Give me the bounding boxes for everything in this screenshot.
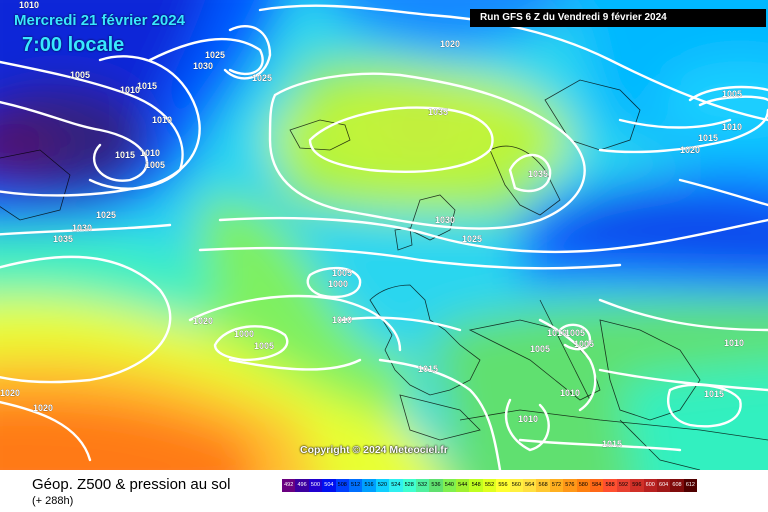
isobar-label: 1020 [33,403,53,413]
forecast-date: Mercredi 21 février 2024 [14,12,185,29]
legend-swatch: 492 [282,479,296,492]
isobar-label: 1035 [53,234,73,244]
legend-swatch: 520 [375,479,390,492]
legend-swatch: 496 [295,479,309,492]
legend-swatch: 516 [362,479,376,492]
isobar-label: 1035 [428,107,448,117]
isobar-label: 1025 [96,210,116,220]
run-info: Run GFS 6 Z du Vendredi 9 février 2024 [470,9,766,27]
pressure-chart: 1010 1005 1015 1010 1015 1010 1005 1025 … [0,0,768,470]
legend-swatch: 548 [469,479,483,492]
legend-swatch: 556 [496,479,510,492]
legend-swatch: 552 [482,479,497,492]
legend-swatch: 528 [402,479,416,492]
legend-swatch: 596 [630,479,644,492]
legend-swatch: 560 [509,479,524,492]
legend-swatch: 564 [523,479,537,492]
legend-swatch: 576 [563,479,577,492]
legend-swatch: 540 [442,479,457,492]
legend-swatch: 524 [389,479,403,492]
legend-swatch: 572 [549,479,564,492]
isobar-label: 1020 [680,145,700,155]
legend-swatch: 512 [348,479,363,492]
legend-swatch: 504 [322,479,336,492]
legend-swatch: 544 [456,479,470,492]
color-scale-legend: 492 496 500 504 508 512 516 520 524 528 532 536 540 5… [282,479,698,492]
isobar-label: 1010 [724,338,744,348]
legend-swatch: 612 [683,479,698,492]
legend-swatch: 508 [335,479,349,492]
legend-swatch: 568 [536,479,550,492]
coastlines [0,79,768,470]
legend-swatch: 608 [670,479,684,492]
isobar-label: 1015 [137,81,157,91]
isobar-label: 1005 [70,70,90,80]
legend-swatch: 592 [616,479,631,492]
isobar-label: 1020 [193,316,213,326]
copyright: Copyright © 2024 Meteociel.fr [300,444,448,456]
legend-swatch: 604 [656,479,671,492]
isobar-label: 1005 [254,341,274,351]
legend-swatch: 532 [415,479,430,492]
isobar-label: 1015 [418,364,438,374]
isobar-label: 1015 [115,150,135,160]
isobar-label: 1005 [722,89,742,99]
geopotential-field [0,0,768,470]
isobar-label: 1030 [435,215,455,225]
isobar-label: 1025 [462,234,482,244]
isobar-label: 1015 [698,133,718,143]
isobar-label: 1015 [602,439,622,449]
isobar-label: 1010 [332,315,352,325]
isobar-label: 1010 [547,328,567,338]
isobar-label: 1010 [152,115,172,125]
isobar-label: 1005 [145,160,165,170]
isobar-label: 1010 [19,0,39,10]
isobar-label: 1005 [565,328,585,338]
isobar-label: 1010 [120,85,140,95]
isobar-labels: 1010 1005 1015 1010 1015 1010 1005 1025 … [0,0,744,449]
isobar-label: 1035 [528,169,548,179]
legend-swatch: 580 [576,479,590,492]
footer: Géop. Z500 & pression au sol (+ 288h) 49… [0,470,768,512]
isobar-label: 1000 [234,329,254,339]
isobar-label: 1020 [440,39,460,49]
isobar-label: 1010 [140,148,160,158]
isobar-label: 1020 [0,388,20,398]
isobar-label: 1000 [328,279,348,289]
forecast-offset: (+ 288h) [32,495,74,507]
isobar-label: 1015 [704,389,724,399]
isobar-label: 1005 [530,344,550,354]
isobar-label: 1010 [722,122,742,132]
isobars [0,4,768,470]
isobar-label: 1010 [560,388,580,398]
chart-title: Géop. Z500 & pression au sol [32,476,231,493]
isobar-label: 1005 [332,268,352,278]
legend-swatch: 500 [308,479,323,492]
isobar-label: 1030 [72,223,92,233]
forecast-time: 7:00 locale [22,34,125,56]
legend-swatch: 584 [589,479,604,492]
isobar-label: 1010 [518,414,538,424]
isobar-label: 1030 [193,61,213,71]
legend-swatch: 536 [429,479,443,492]
weather-map: 1010 1005 1015 1010 1015 1010 1005 1025 … [0,0,768,470]
legend-swatch: 600 [643,479,657,492]
isobar-label: 1025 [252,73,272,83]
isobar-label: 1025 [205,50,225,60]
legend-swatch: 588 [603,479,617,492]
isobar-label: 1005 [574,339,594,349]
